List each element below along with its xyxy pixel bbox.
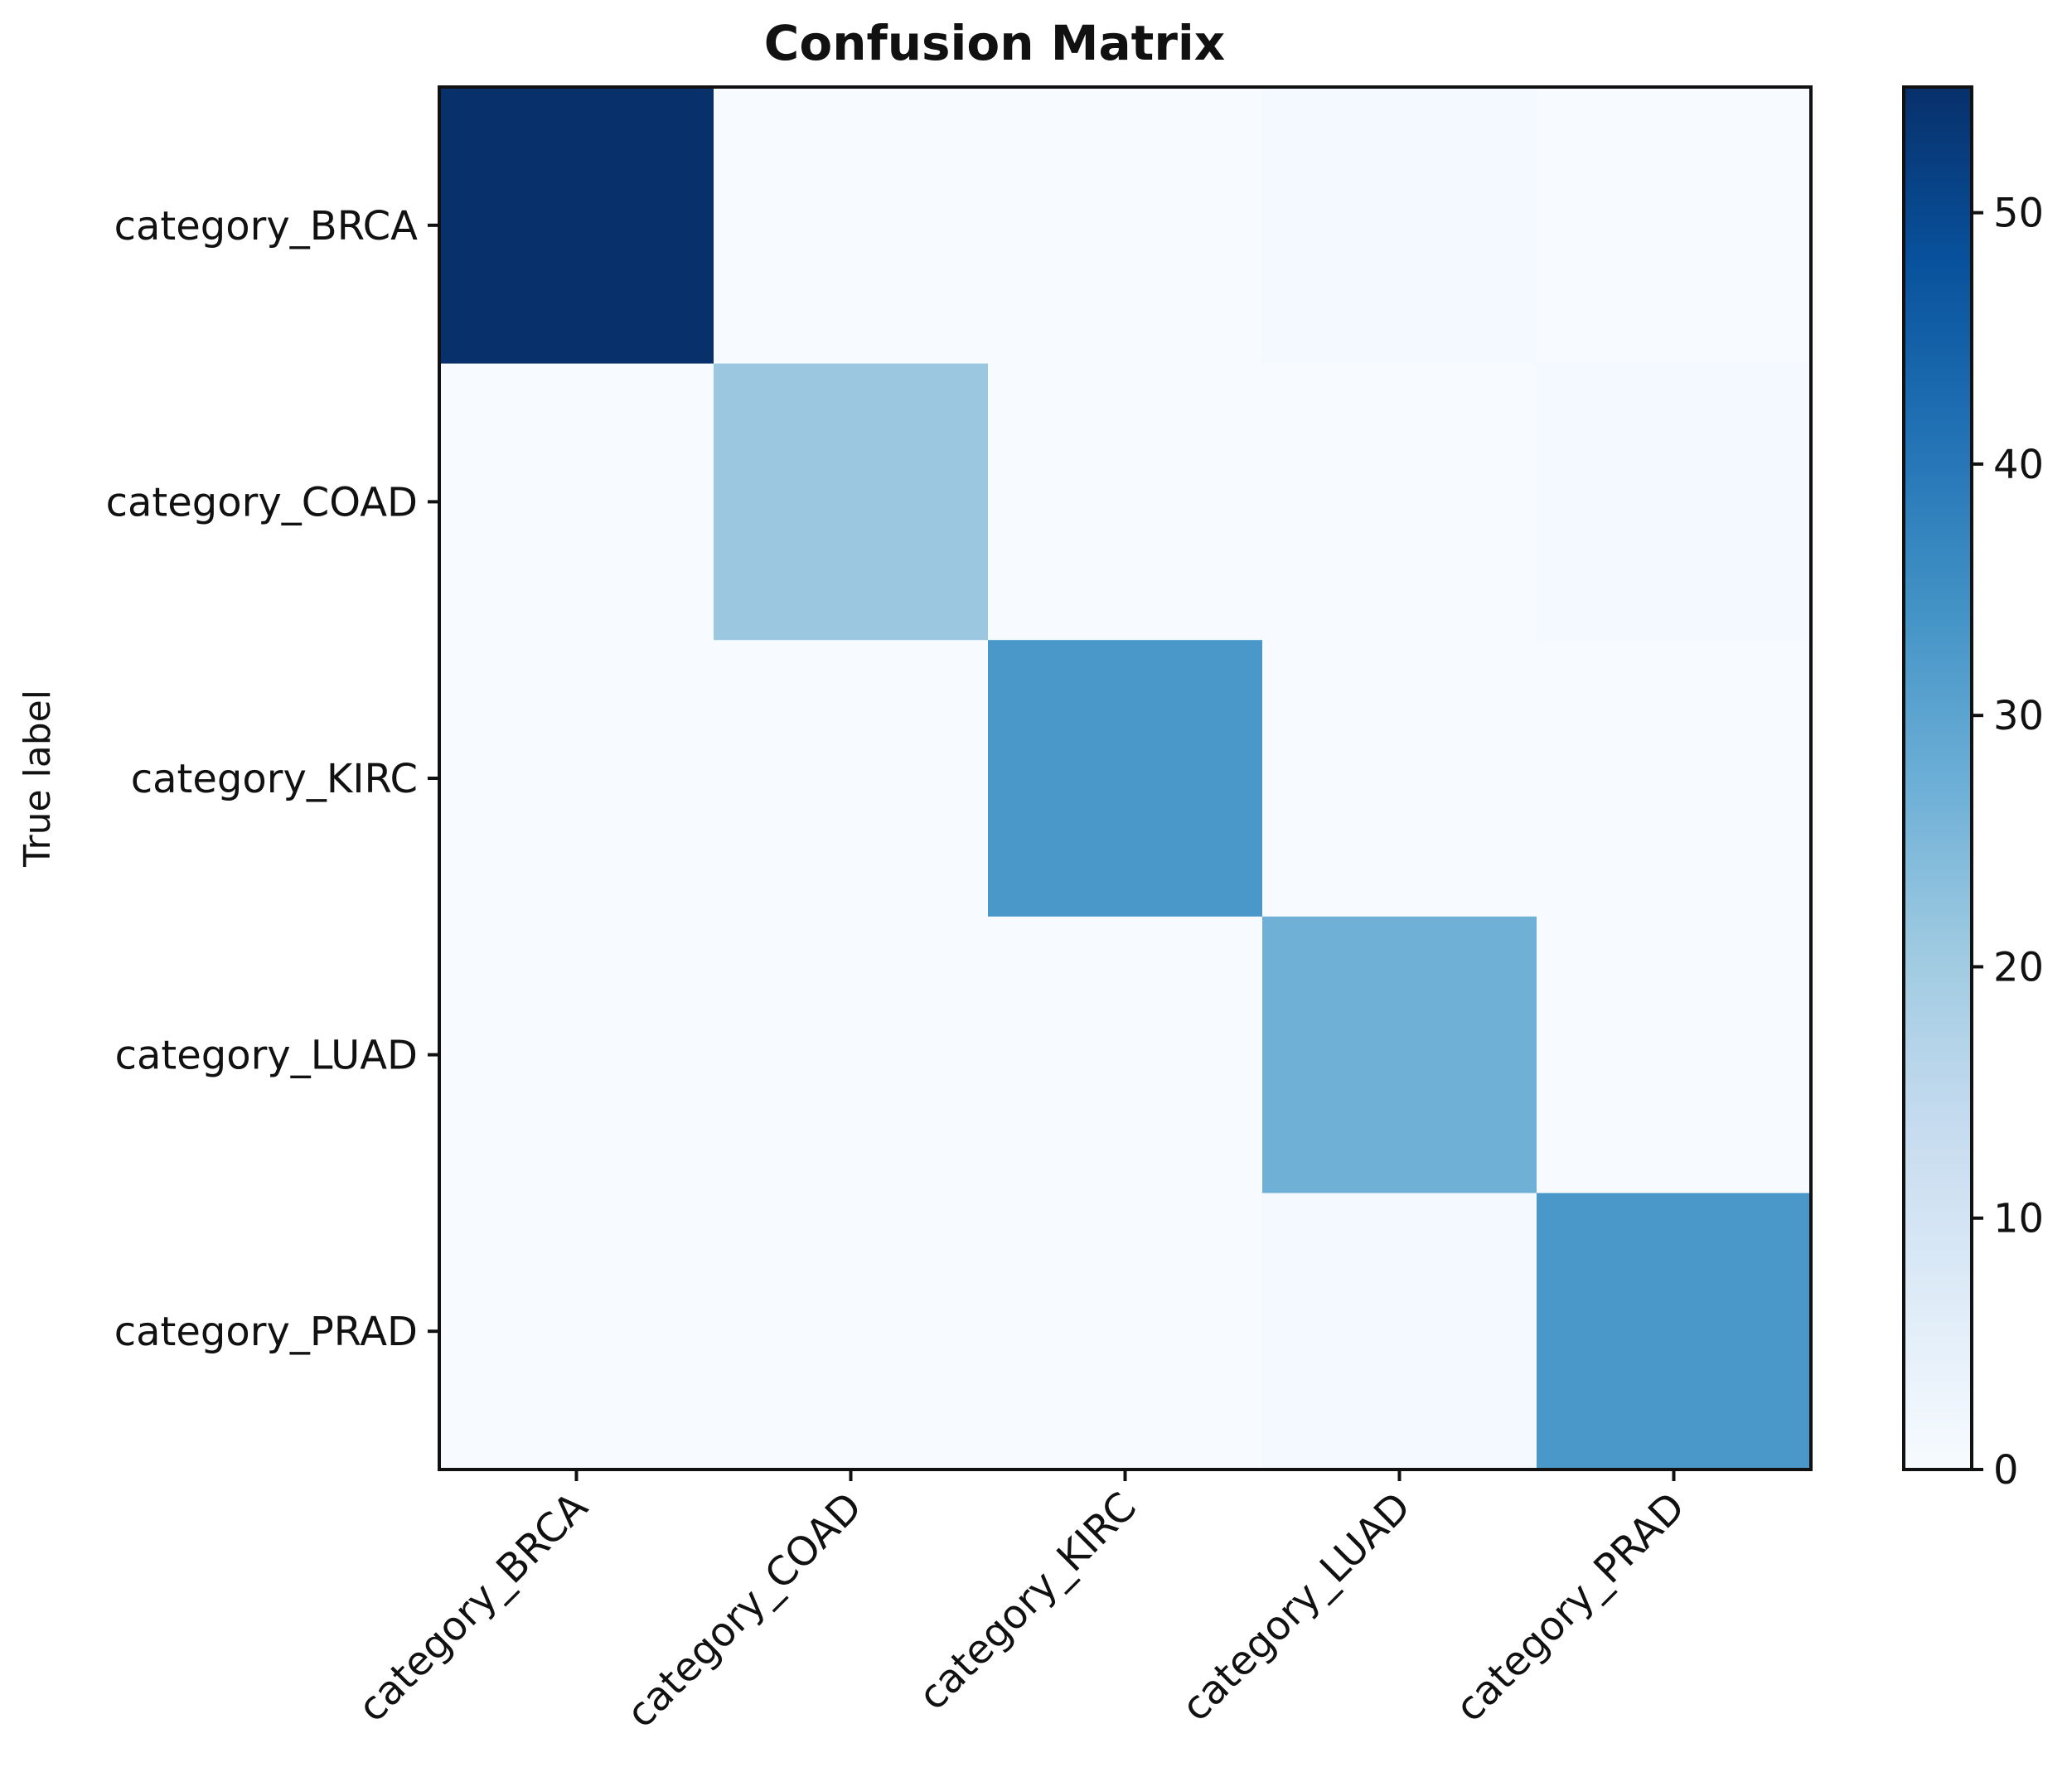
heatmap-cell bbox=[988, 916, 1263, 1194]
heatmap-cell bbox=[714, 87, 989, 365]
colorbar-ticks: 0 10 20 30 40 50 bbox=[1972, 191, 2044, 1494]
x-tick-label: category_BRCA bbox=[349, 1484, 597, 1731]
heatmap-cell bbox=[1262, 363, 1537, 641]
heatmap-cell bbox=[714, 363, 989, 641]
heatmap-cells bbox=[439, 87, 1812, 1470]
y-tick-label: category_KIRC bbox=[131, 756, 418, 802]
colorbar-tick-label: 0 bbox=[1993, 1447, 2019, 1494]
x-tick-label: category_PRAD bbox=[1446, 1484, 1694, 1731]
heatmap-cell bbox=[1537, 363, 1812, 641]
y-tick-label: category_COAD bbox=[106, 479, 418, 525]
heatmap-cell bbox=[439, 1193, 714, 1470]
heatmap-cell bbox=[1262, 640, 1537, 918]
heatmap-cell bbox=[439, 640, 714, 918]
y-tick-label: category_BRCA bbox=[114, 203, 419, 249]
heatmap-cell bbox=[1262, 1193, 1537, 1470]
x-tick-label: category_LUAD bbox=[1173, 1484, 1420, 1731]
colorbar-tick-label: 20 bbox=[1993, 944, 2044, 990]
colorbar-tick-label: 50 bbox=[1993, 191, 2044, 237]
heatmap-cell bbox=[714, 1193, 989, 1470]
heatmap-cell bbox=[439, 363, 714, 641]
chart-title: Confusion Matrix bbox=[764, 15, 1225, 71]
colorbar-tick-label: 10 bbox=[1993, 1196, 2044, 1242]
heatmap-cell bbox=[988, 87, 1263, 365]
y-tick-label: category_LUAD bbox=[115, 1033, 418, 1079]
x-tick-label: category_KIRC bbox=[910, 1484, 1145, 1719]
heatmap-cell bbox=[714, 640, 989, 918]
x-tick-label: category_COAD bbox=[617, 1484, 871, 1737]
heatmap-cell bbox=[988, 363, 1263, 641]
heatmap-cell bbox=[714, 916, 989, 1194]
heatmap-cell bbox=[1537, 640, 1812, 918]
y-axis-label: True label bbox=[17, 690, 59, 868]
colorbar-tick-label: 40 bbox=[1993, 442, 2044, 488]
heatmap-cell bbox=[1537, 87, 1812, 365]
heatmap-cell bbox=[439, 916, 714, 1194]
y-tick-label: category_PRAD bbox=[114, 1309, 418, 1355]
colorbar bbox=[1902, 85, 1973, 1471]
heatmap-cell bbox=[988, 1193, 1263, 1470]
x-axis-ticks: category_BRCA category_COAD category_KIRC c… bbox=[349, 1470, 1694, 1737]
heatmap-cell bbox=[1262, 87, 1537, 365]
heatmap-cell bbox=[1537, 1193, 1812, 1470]
heatmap-cell bbox=[1262, 916, 1537, 1194]
heatmap-cell bbox=[1537, 916, 1812, 1194]
y-axis-ticks: category_BRCA category_COAD category_KIRCc… bbox=[106, 203, 439, 1355]
heatmap-cell bbox=[439, 87, 714, 365]
heatmap-cell bbox=[988, 640, 1263, 918]
colorbar-tick-label: 30 bbox=[1993, 693, 2044, 739]
